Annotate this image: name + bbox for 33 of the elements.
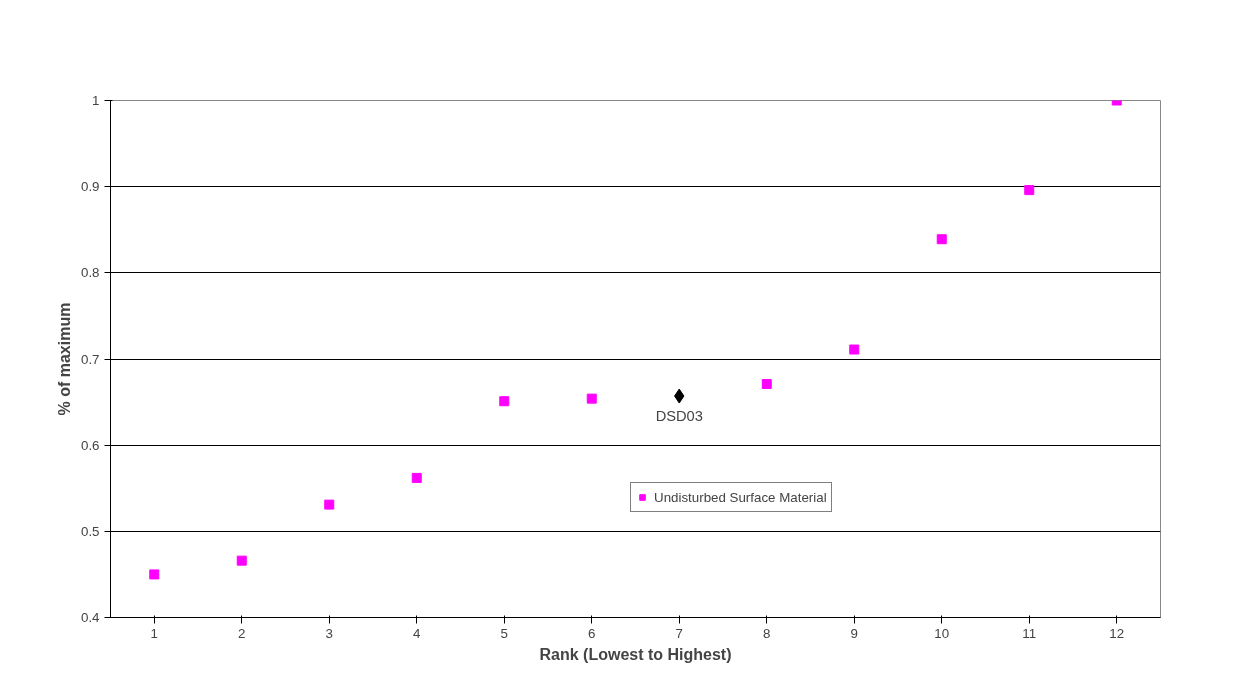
y-tick-label: 0.6 — [80, 437, 100, 453]
point — [236, 555, 247, 566]
legend-label: Undisturbed Surface Material — [654, 489, 827, 505]
x-tick-label: 5 — [500, 625, 508, 641]
y-axis-title: % of maximum — [55, 302, 73, 416]
x-tick-label: 7 — [675, 625, 683, 641]
x-axis-title: Rank (Lowest to Highest) — [539, 645, 732, 663]
point — [149, 569, 160, 580]
point — [849, 344, 860, 355]
x-tick-label: 6 — [588, 625, 596, 641]
x-tick-label: 12 — [1109, 625, 1125, 641]
x-tick-label: 8 — [763, 625, 771, 641]
point — [499, 396, 510, 407]
y-tick-label: 0.5 — [80, 523, 100, 539]
y-tick-label: 0.4 — [80, 610, 101, 625]
y-tick-label: 0.9 — [80, 179, 100, 195]
annotation: DSD03 — [655, 408, 703, 425]
point — [936, 234, 947, 245]
x-tick-label: 9 — [850, 625, 858, 641]
point — [324, 499, 335, 510]
x-tick-label: 2 — [238, 625, 246, 641]
x-tick-label: 4 — [413, 625, 422, 641]
point — [1024, 185, 1035, 196]
y-tick-label: 0.7 — [80, 351, 100, 367]
x-tick-label: 1 — [150, 625, 158, 641]
x-tick-label: 3 — [325, 625, 333, 641]
point — [761, 378, 772, 389]
point — [586, 393, 597, 404]
x-tick-label: 10 — [934, 625, 950, 641]
y-tick-label: 0.8 — [80, 265, 100, 281]
x-tick-label: 11 — [1022, 625, 1037, 641]
point — [411, 472, 422, 483]
y-tick-label: 1 — [92, 93, 100, 108]
